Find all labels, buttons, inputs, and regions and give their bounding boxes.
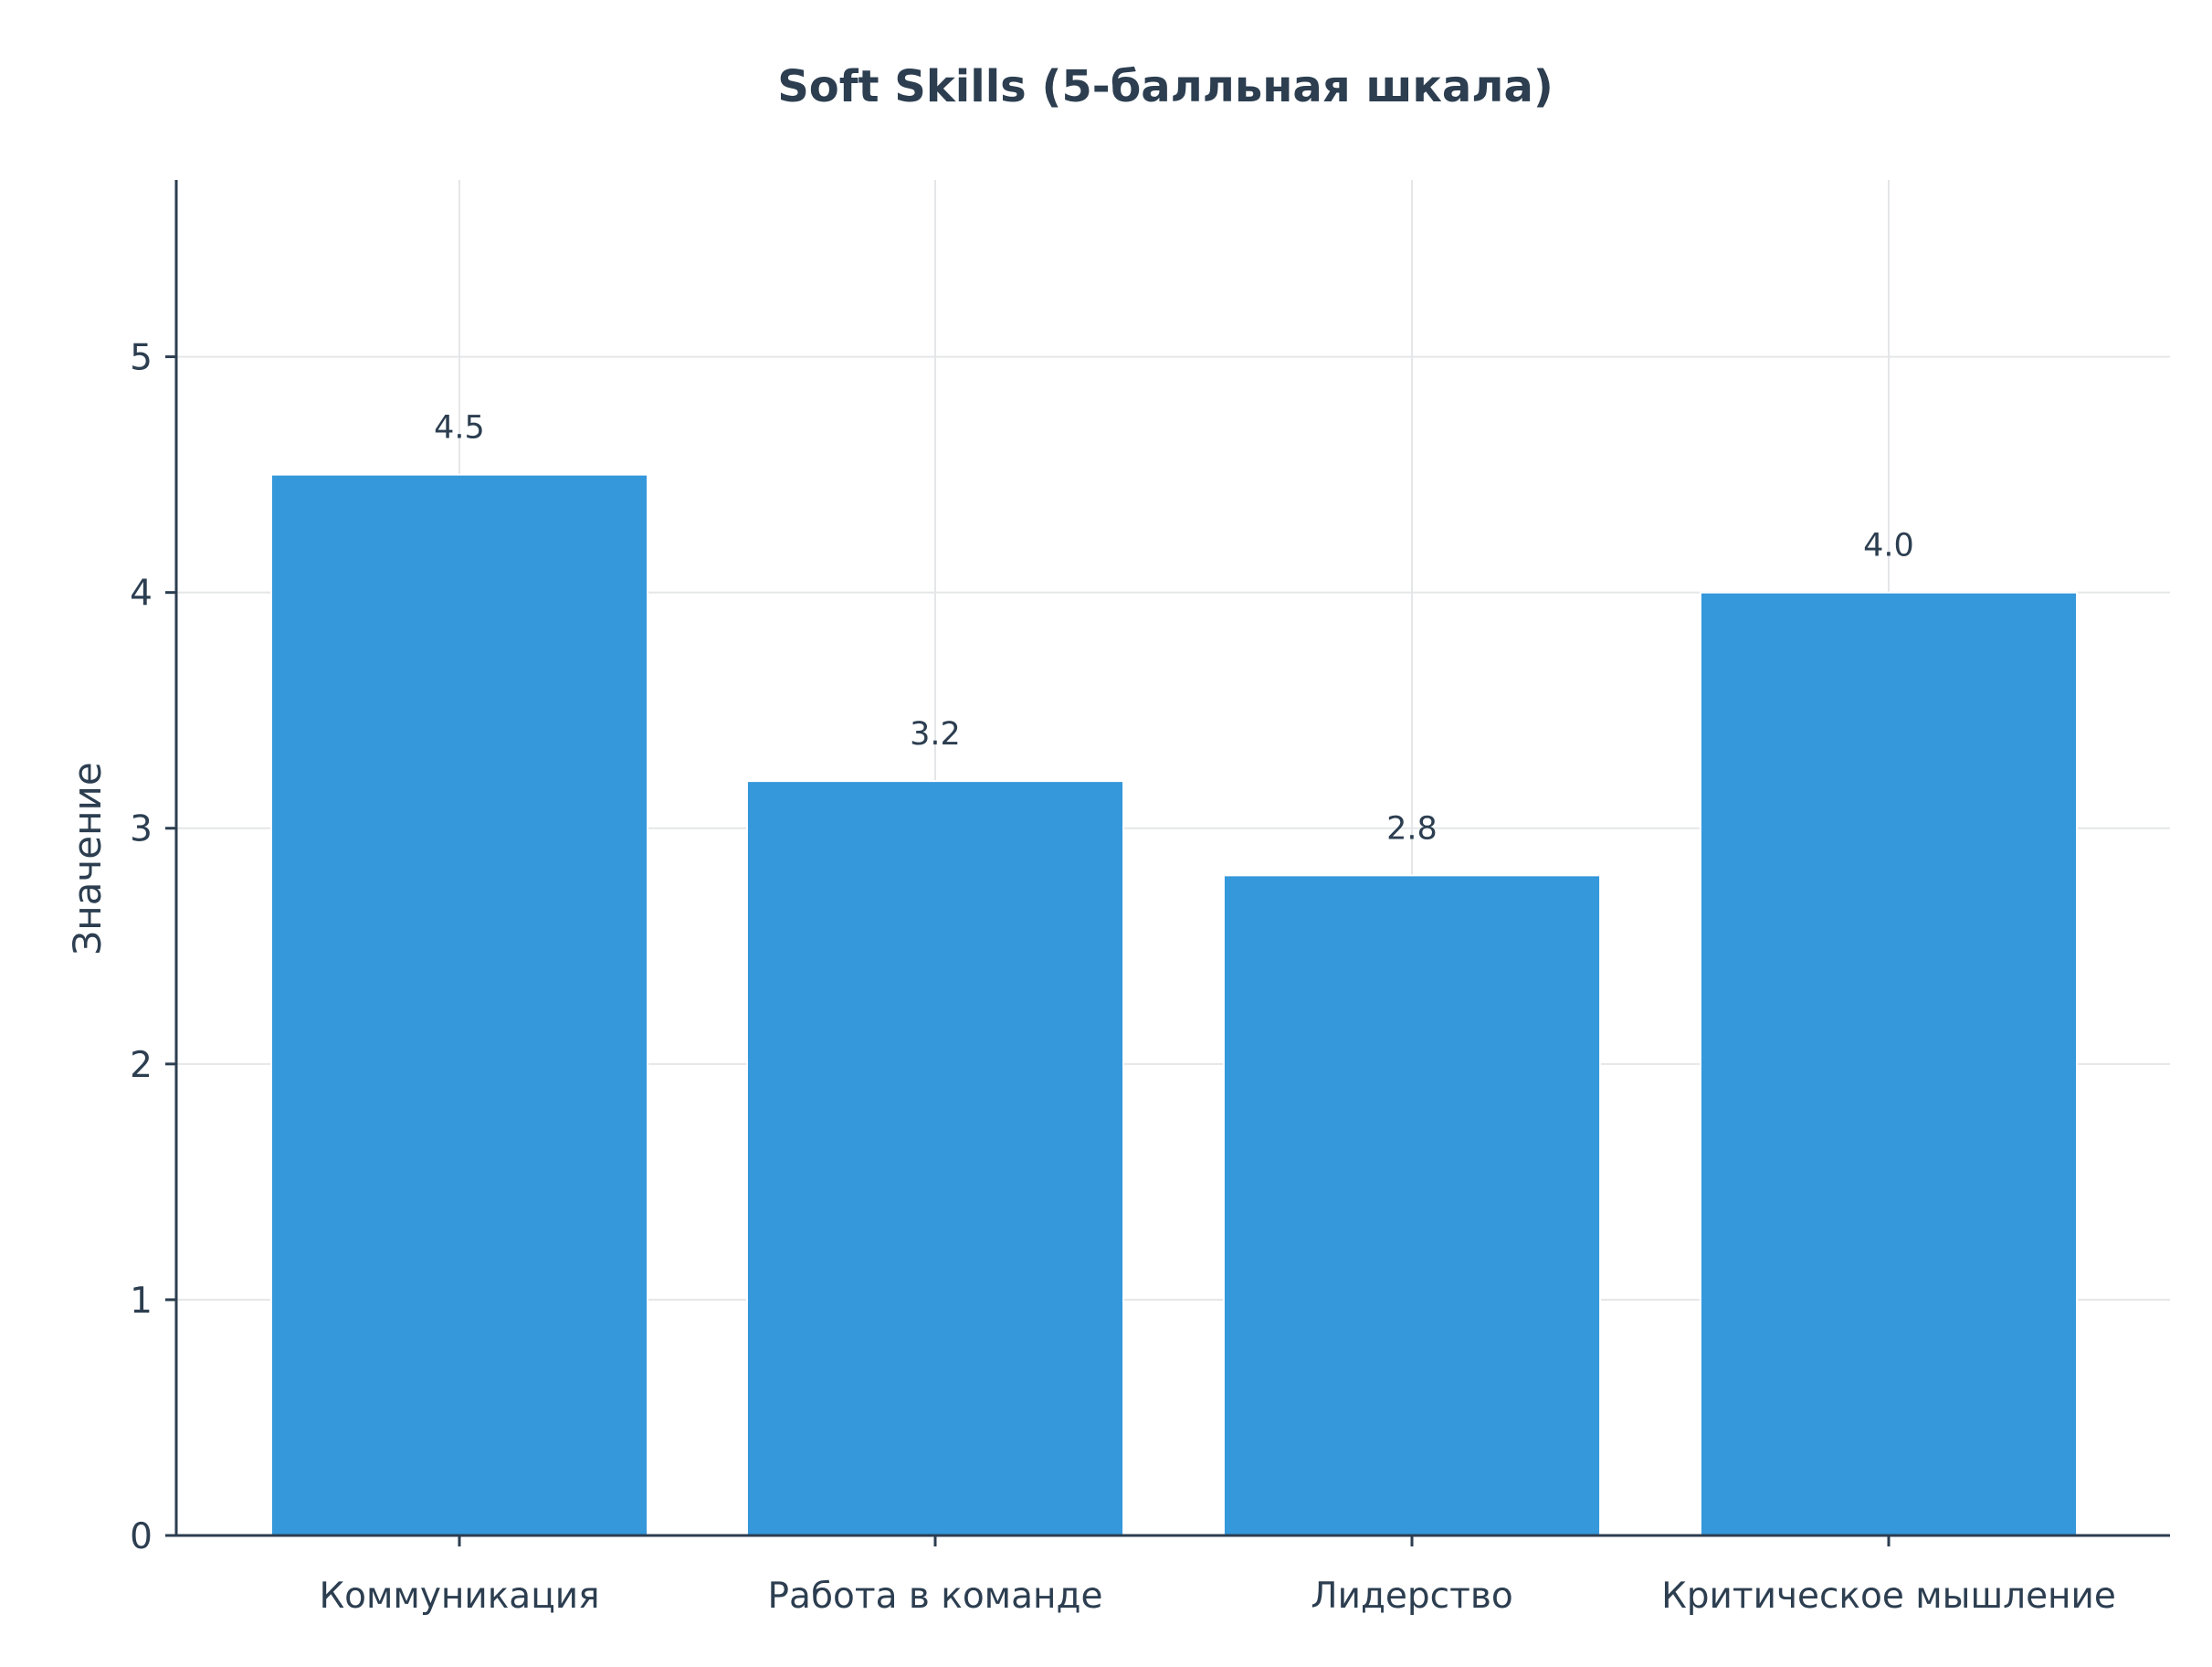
value-label-2: 3.2 xyxy=(910,716,961,753)
chart-title: Soft Skills (5-балльная шкала) xyxy=(777,61,1554,112)
value-label-1: 4.5 xyxy=(434,410,485,447)
value-label-4: 4.0 xyxy=(1863,528,1914,564)
value-label-3: 2.8 xyxy=(1386,810,1438,847)
y-tick-label-5: 5 xyxy=(130,338,153,379)
axes xyxy=(165,180,2170,1546)
x-tick-label-3: Лидерство xyxy=(1311,1576,1512,1617)
x-tick-label-1: Коммуникация xyxy=(319,1576,599,1617)
y-tick-label-4: 4 xyxy=(130,574,153,615)
bar-3 xyxy=(1222,874,1602,1536)
bar-4 xyxy=(1699,591,2079,1536)
x-tick-label-4: Критическое мышление xyxy=(1661,1576,2116,1617)
bar-2 xyxy=(745,780,1125,1536)
y-axis-label: Значение xyxy=(65,762,110,955)
x-tick-label-2: Работа в команде xyxy=(768,1576,1103,1617)
bars xyxy=(269,473,2079,1537)
y-tick-label-1: 1 xyxy=(130,1281,153,1322)
y-tick-label-3: 3 xyxy=(130,809,153,850)
labels: 0 1 2 3 4 5 Коммуникация Работа в команде Лидерс… xyxy=(130,338,2116,1617)
y-tick-label-0: 0 xyxy=(130,1516,153,1557)
y-tick-label-2: 2 xyxy=(130,1045,153,1086)
bar-1 xyxy=(269,473,649,1537)
